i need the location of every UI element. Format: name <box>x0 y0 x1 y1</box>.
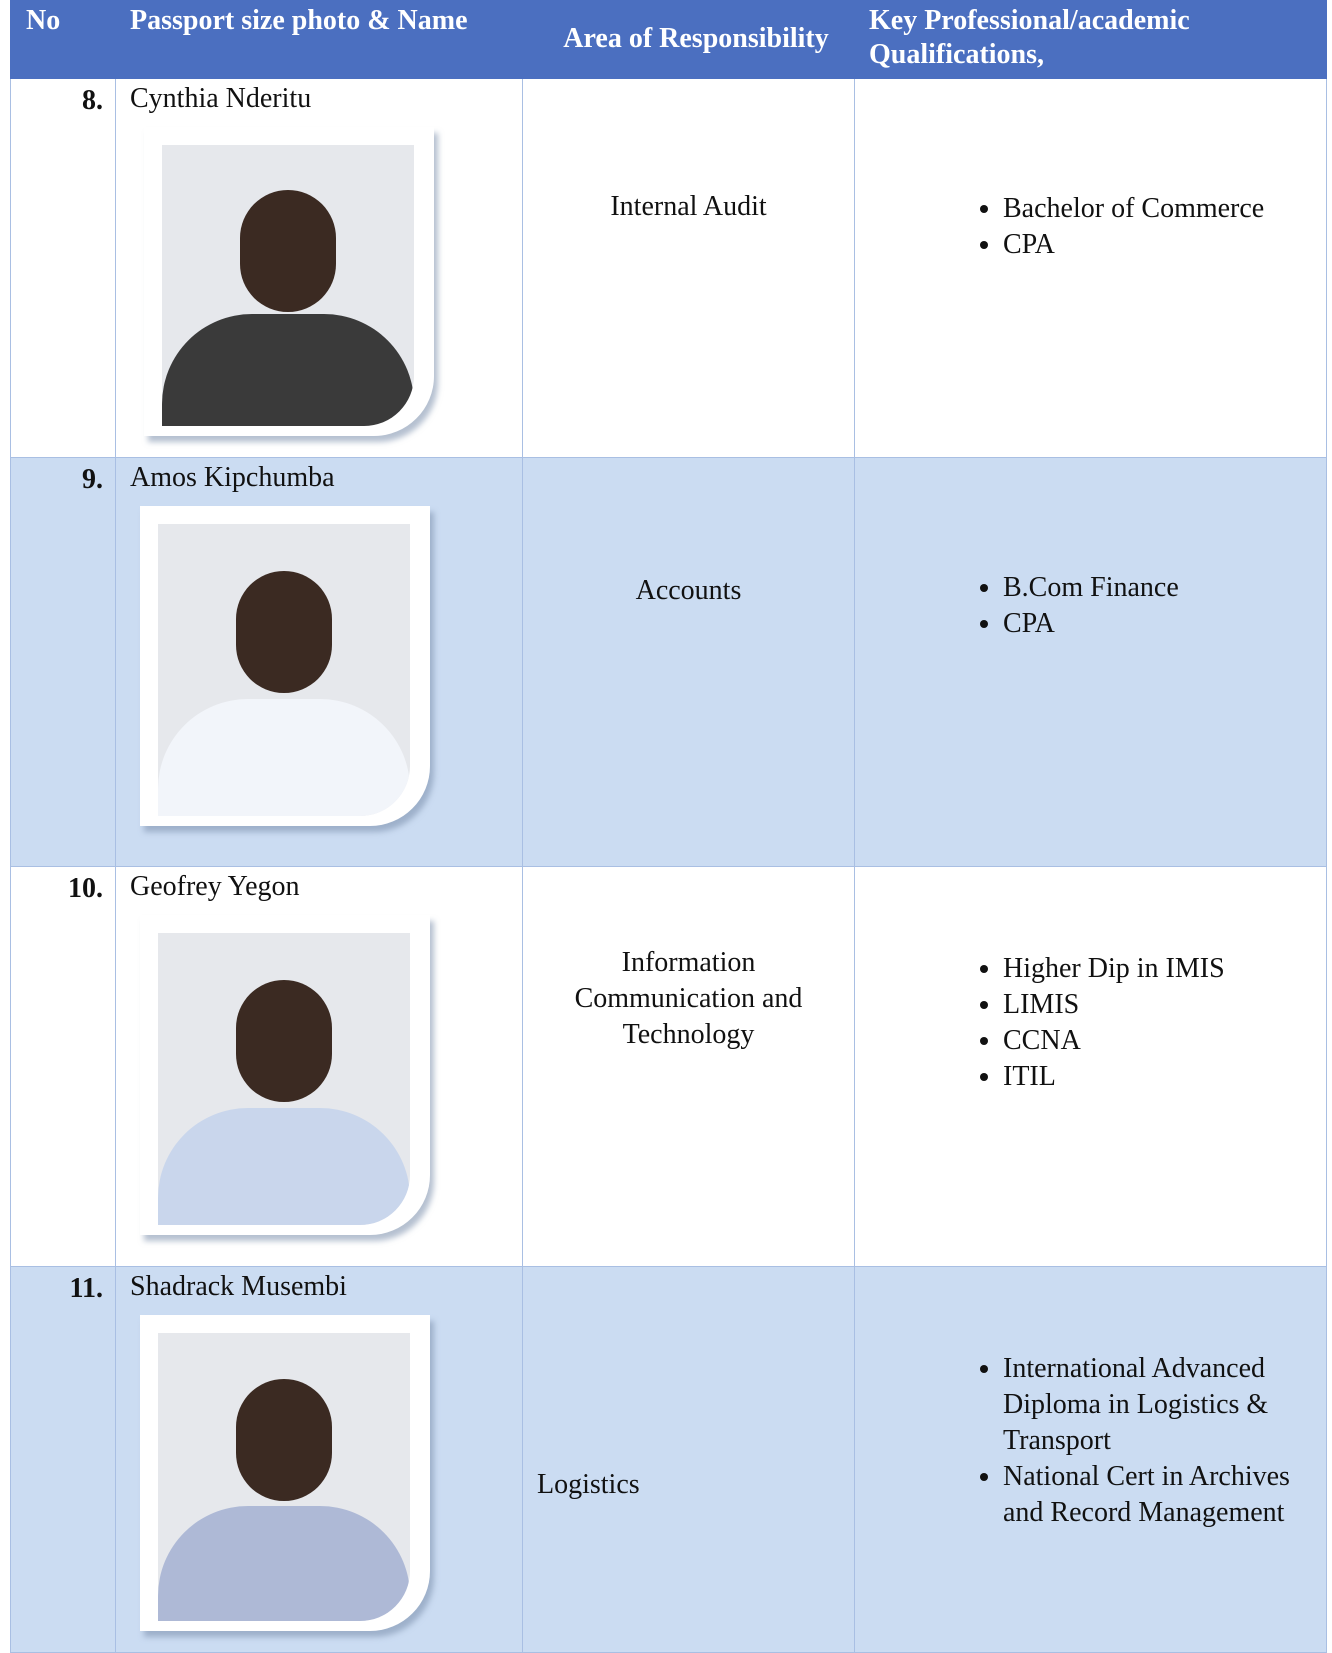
qualification: Higher Dip in IMIS <box>1003 951 1318 987</box>
qualification-list: Bachelor of CommerceCPA <box>955 191 1318 263</box>
person-name: Cynthia Nderitu <box>130 83 312 114</box>
header-cell: No <box>10 0 116 79</box>
body <box>158 1108 410 1225</box>
qualification: CPA <box>1003 227 1318 263</box>
row-number: 9. <box>82 464 103 495</box>
area-cell: Logistics <box>523 1267 855 1653</box>
qualification: ITIL <box>1003 1059 1318 1095</box>
area: Internal Audit <box>610 191 767 222</box>
no-cell: 10. <box>10 867 116 1267</box>
photo <box>140 915 430 1235</box>
qualification: LIMIS <box>1003 987 1318 1023</box>
person-name: Geofrey Yegon <box>130 871 300 902</box>
no-cell: 11. <box>10 1267 116 1653</box>
body <box>162 313 414 426</box>
header-cell: Passport size photo & Name <box>116 0 523 79</box>
qualification-cell: Bachelor of CommerceCPA <box>855 79 1327 458</box>
qualification: CCNA <box>1003 1023 1318 1059</box>
qualification: National Cert in Archives and Record Man… <box>1003 1459 1318 1531</box>
head <box>240 189 336 312</box>
photo-cell: Amos Kipchumba <box>116 458 523 867</box>
photo-cell: Geofrey Yegon <box>116 867 523 1267</box>
qualification: CPA <box>1003 606 1318 642</box>
qualification-cell: International Advanced Diploma in Logist… <box>855 1267 1327 1653</box>
photo-image <box>162 145 414 426</box>
no-cell: 8. <box>10 79 116 458</box>
photo <box>140 506 430 826</box>
area-cell: Internal Audit <box>523 79 855 458</box>
qualification: B.Com Finance <box>1003 570 1318 606</box>
qualification-list: B.Com FinanceCPA <box>955 570 1318 642</box>
no-cell: 9. <box>10 458 116 867</box>
head <box>236 979 332 1102</box>
qualification-cell: Higher Dip in IMISLIMISCCNAITIL <box>855 867 1327 1267</box>
body <box>158 1505 410 1621</box>
photo-image <box>158 524 410 816</box>
body <box>158 699 410 816</box>
header-cell: Area of Responsibility <box>523 0 855 79</box>
qualification-list: International Advanced Diploma in Logist… <box>955 1351 1318 1531</box>
photo-cell: Cynthia Nderitu <box>116 79 523 458</box>
head <box>236 1379 332 1502</box>
person-name: Amos Kipchumba <box>130 462 335 493</box>
area: Logistics <box>537 1469 640 1500</box>
photo-cell: Shadrack Musembi <box>116 1267 523 1653</box>
area-cell: Accounts <box>523 458 855 867</box>
qualification: International Advanced Diploma in Logist… <box>1003 1351 1318 1459</box>
area: Accounts <box>635 575 742 606</box>
area-cell: Information Communication and Technology <box>523 867 855 1267</box>
row-number: 11. <box>69 1273 103 1304</box>
header-cell: Key Professional/academic Qualifications… <box>855 0 1327 79</box>
photo-image <box>158 933 410 1225</box>
qualification: Bachelor of Commerce <box>1003 191 1318 227</box>
qualification-list: Higher Dip in IMISLIMISCCNAITIL <box>955 951 1318 1095</box>
photo <box>144 127 434 436</box>
head <box>236 570 332 693</box>
area: Information Communication and Technology <box>574 947 803 1050</box>
row-number: 8. <box>82 85 103 116</box>
row-number: 10. <box>68 873 103 904</box>
photo-image <box>158 1333 410 1621</box>
person-name: Shadrack Musembi <box>130 1271 347 1302</box>
qualification-cell: B.Com FinanceCPA <box>855 458 1327 867</box>
photo <box>140 1315 430 1631</box>
